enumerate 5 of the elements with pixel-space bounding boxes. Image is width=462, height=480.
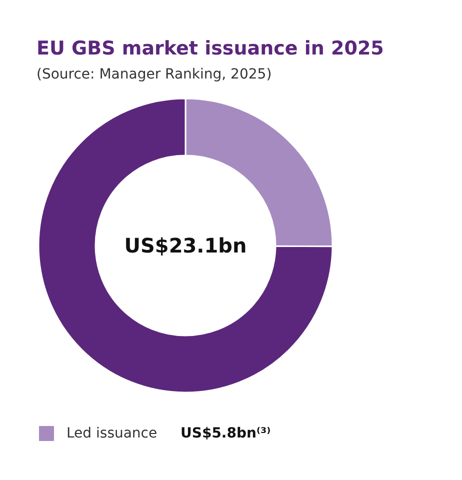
text: US$23.1bn (124, 234, 247, 258)
legend-label: Led issuance (66, 426, 158, 442)
chart-title: EU GBS market issuance in 2025 (36, 38, 384, 60)
text: (Source: Manager Ranking, 2025) (36, 66, 272, 82)
data-label: US$5.8bn⁽³⁾ (180, 426, 271, 442)
